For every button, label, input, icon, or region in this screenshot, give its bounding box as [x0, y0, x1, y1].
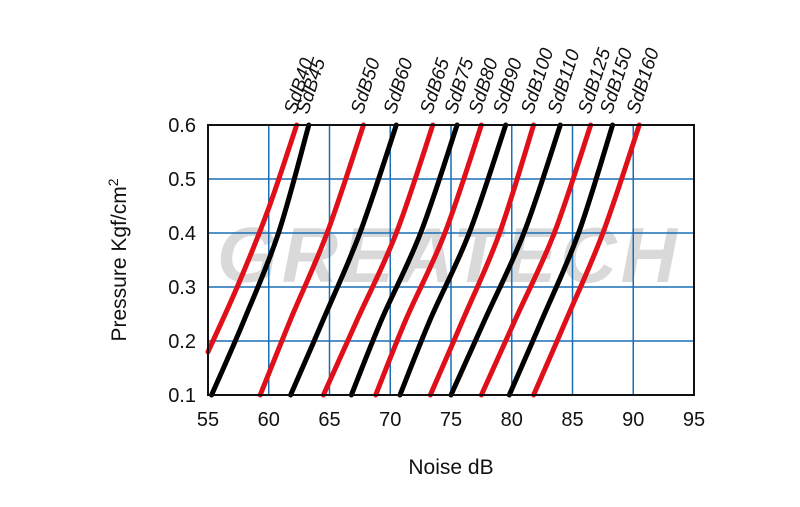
series-curve-sdb45: [209, 122, 312, 398]
y-tick-label: 0.5: [168, 169, 196, 191]
x-tick-label: 95: [683, 409, 705, 431]
series-curve-sdb60: [288, 122, 399, 398]
series-curve-sdb125: [478, 122, 594, 398]
series-curve-sdb150: [506, 122, 616, 398]
series-curve-sdb40: [205, 122, 300, 355]
series-curve-sdb65: [320, 122, 436, 398]
series-label-sdb50: SdB50: [347, 55, 385, 116]
series-curves: [205, 122, 642, 398]
x-axis-title: Noise dB: [408, 456, 493, 479]
plot-frame: [207, 124, 695, 396]
y-axis-ticks: 0.1 0.2 0.3 0.4 0.5 0.6: [168, 115, 196, 407]
y-axis-title-superscript: 2: [105, 178, 121, 186]
grid: [208, 125, 694, 395]
series-curve-sdb110: [448, 122, 563, 398]
series-curve-sdb160: [531, 122, 642, 398]
series-label-sdb60: SdB60: [380, 55, 418, 116]
x-tick-label: 85: [561, 409, 583, 431]
x-tick-label: 80: [501, 409, 523, 431]
x-tick-label: 75: [440, 409, 462, 431]
series-curve-sdb80: [373, 122, 484, 398]
y-tick-label: 0.1: [168, 385, 196, 407]
x-tick-label: 55: [197, 409, 219, 431]
y-tick-label: 0.2: [168, 331, 196, 353]
series-curve-sdb75: [348, 122, 460, 398]
x-axis-ticks: 55 60 65 70 75 80 85 90 95: [197, 409, 705, 431]
series-curve-sdb100: [427, 122, 537, 398]
y-axis-title-main: Pressure Kgf/cm: [108, 186, 131, 341]
x-tick-label: 70: [379, 409, 401, 431]
x-tick-label: 60: [258, 409, 280, 431]
y-tick-label: 0.6: [168, 115, 196, 137]
y-tick-label: 0.3: [168, 277, 196, 299]
y-tick-label: 0.4: [168, 223, 196, 245]
x-tick-label: 65: [318, 409, 340, 431]
y-axis-title: Pressure Kgf/cm2: [105, 178, 131, 341]
series-curve-sdb50: [257, 122, 366, 398]
series-curve-sdb90: [397, 122, 509, 398]
x-tick-label: 90: [622, 409, 644, 431]
